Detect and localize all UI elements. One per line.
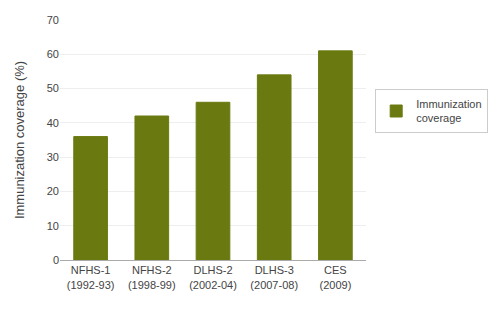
svg-text:NFHS-2(1998-99): NFHS-2(1998-99) bbox=[128, 264, 176, 290]
svg-text:70: 70 bbox=[47, 14, 59, 26]
svg-text:30: 30 bbox=[47, 151, 59, 163]
svg-text:50: 50 bbox=[47, 82, 59, 94]
svg-text:0: 0 bbox=[53, 254, 59, 266]
svg-text:CES(2009): CES(2009) bbox=[320, 264, 352, 290]
svg-text:NFHS-1(1992-93): NFHS-1(1992-93) bbox=[67, 264, 115, 290]
svg-text:DLHS-2(2002-04): DLHS-2(2002-04) bbox=[189, 264, 237, 290]
svg-text:DLHS-3(2007-08): DLHS-3(2007-08) bbox=[250, 264, 298, 290]
svg-text:60: 60 bbox=[47, 48, 59, 60]
svg-text:Immunizationcoverage: Immunizationcoverage bbox=[416, 98, 481, 124]
svg-text:Immunization coverage (%): Immunization coverage (%) bbox=[12, 61, 27, 219]
svg-text:20: 20 bbox=[47, 185, 59, 197]
svg-text:10: 10 bbox=[47, 220, 59, 232]
svg-text:40: 40 bbox=[47, 117, 59, 129]
